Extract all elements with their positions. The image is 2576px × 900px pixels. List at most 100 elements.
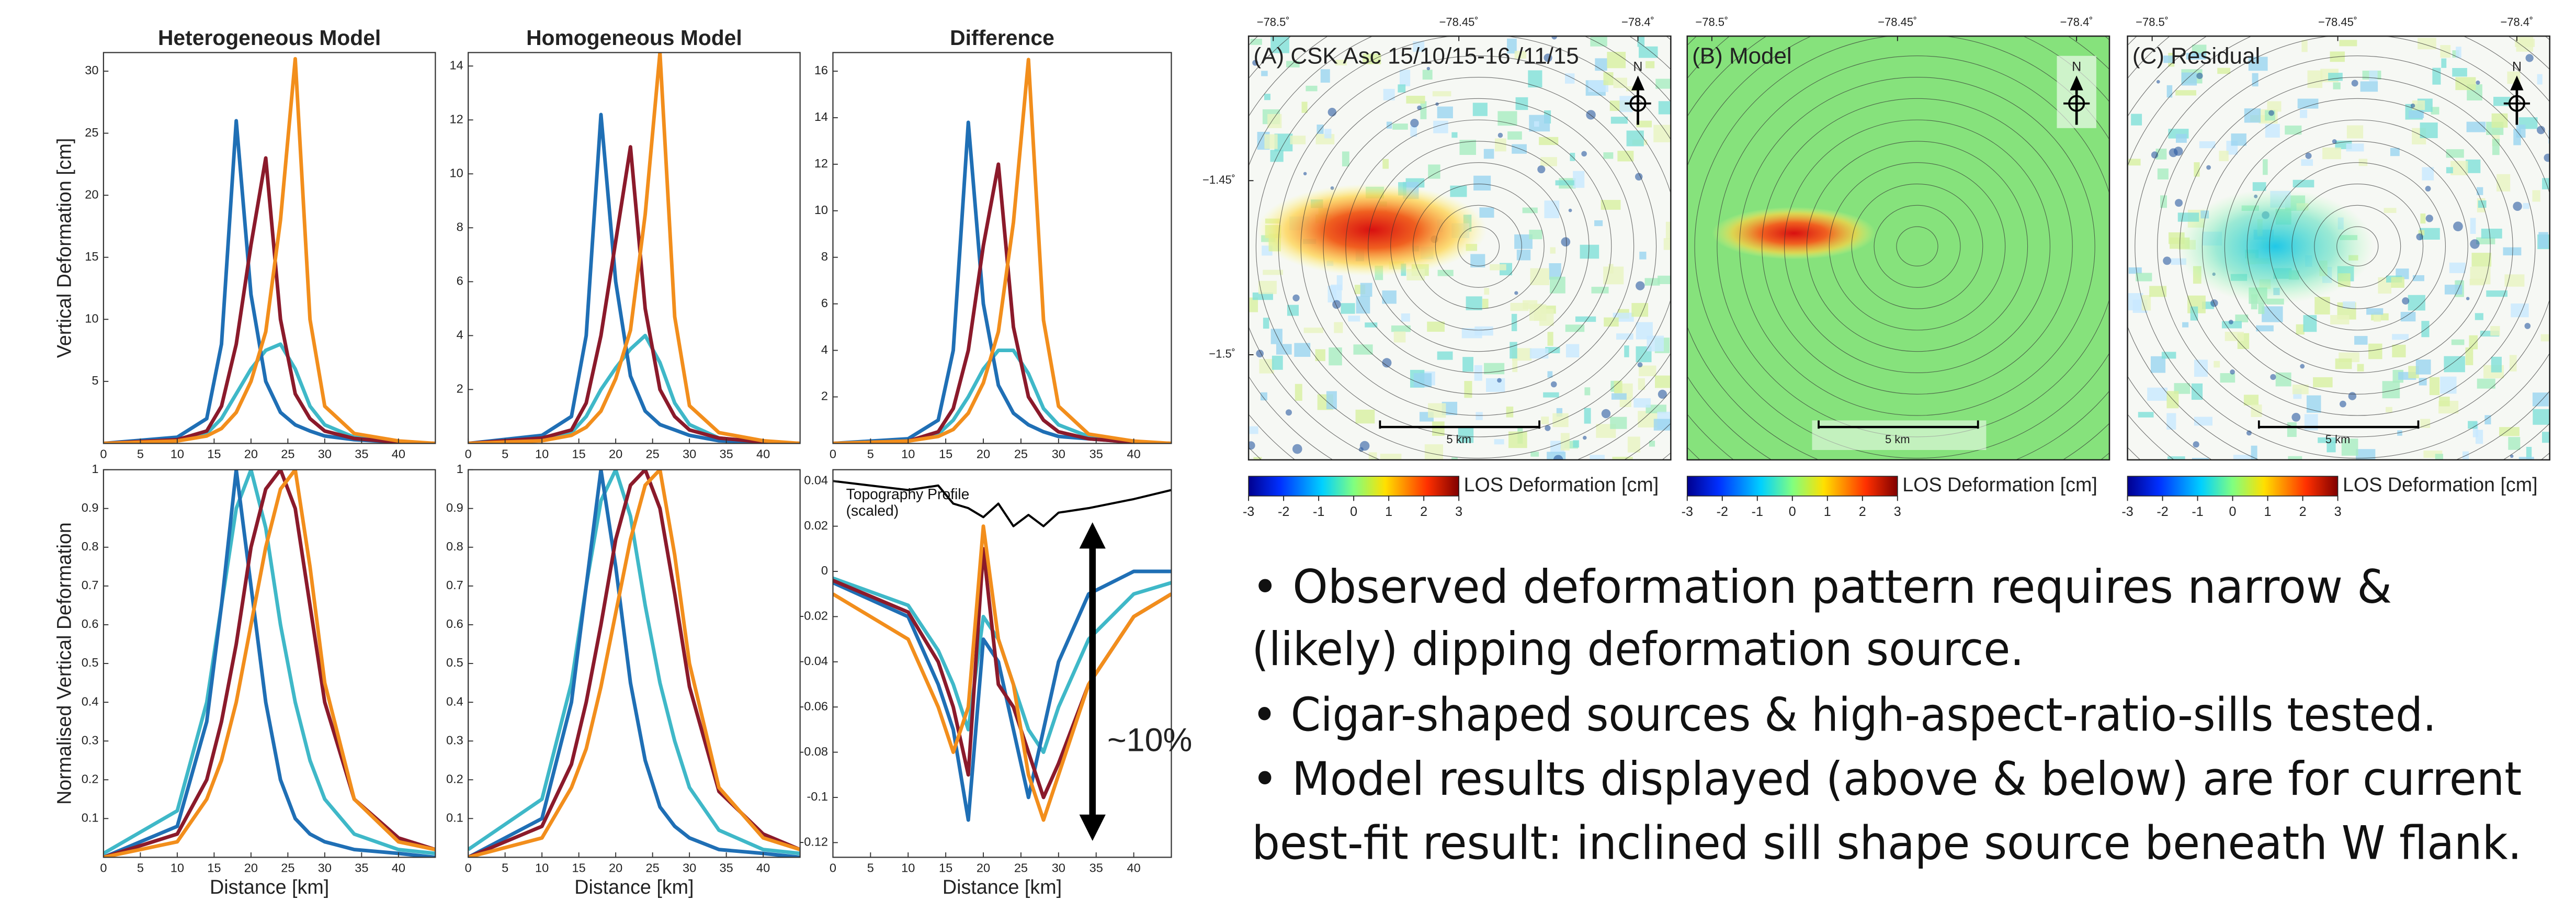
speckle — [1472, 103, 1488, 116]
scale-label: 5 km — [1446, 433, 1471, 446]
x-tick-label: 5 — [137, 447, 144, 461]
speckle — [1658, 101, 1671, 115]
speckle — [1264, 134, 1278, 149]
speckle — [1619, 397, 1631, 408]
speckle — [2330, 315, 2350, 325]
x-tick-label: 25 — [281, 861, 294, 875]
speckle-dark — [1537, 165, 1546, 174]
y-tick-label: 10 — [814, 203, 828, 217]
speckle-dark — [2453, 221, 2463, 232]
speckle — [1401, 313, 1410, 322]
x-tick-label: 25 — [646, 447, 660, 461]
speckle — [2449, 262, 2466, 273]
speckle-dark — [2151, 151, 2159, 159]
bullet-text: • Model results displayed (above & below… — [1252, 752, 2522, 806]
speckle — [1510, 342, 1517, 359]
speckle — [1315, 349, 1325, 362]
colorbar-tick-label: 3 — [1894, 504, 1901, 519]
speckle — [1584, 408, 1591, 424]
speckle-dark — [1410, 119, 1419, 128]
y-tick-label: 0.6 — [446, 617, 463, 631]
speckle — [1663, 238, 1671, 250]
speckle — [2163, 55, 2174, 63]
north-label: N — [1633, 59, 1642, 74]
speckle — [1530, 268, 1550, 285]
speckle — [1497, 111, 1517, 126]
speckle — [2293, 179, 2314, 188]
speckle — [1610, 417, 1627, 429]
x-tick-label: 10 — [901, 861, 915, 875]
speckle-dark — [2270, 374, 2276, 380]
lon-label: −78.5˚ — [1257, 16, 1290, 29]
speckle — [1530, 452, 1539, 457]
speckle-dark — [2466, 297, 2470, 300]
colorbar-tick-label: 3 — [1455, 504, 1462, 519]
map-title: (A) CSK Asc 15/10/15-16 /11/15 — [1254, 43, 1579, 69]
y-tick-label: 6 — [821, 296, 828, 310]
speckle — [1494, 138, 1506, 152]
speckle — [1249, 297, 1258, 312]
speckle — [1353, 344, 1373, 355]
speckle — [1547, 371, 1553, 378]
y-tick-label: 10 — [450, 166, 463, 179]
y-tick-label: 2 — [457, 382, 463, 396]
speckle — [2248, 57, 2268, 71]
contour — [1300, 76, 1657, 416]
x-tick-label: 40 — [756, 861, 770, 875]
speckle — [2258, 303, 2265, 314]
x-tick-label: 10 — [535, 447, 549, 461]
y-tick-label: 16 — [814, 63, 828, 77]
colorbar-tick-label: -2 — [1278, 504, 1289, 519]
speckle — [2468, 421, 2478, 429]
data-line — [468, 145, 800, 444]
data-line — [468, 469, 800, 856]
speckle — [1342, 151, 1349, 166]
speckle — [2199, 141, 2216, 149]
speckle — [1607, 52, 1626, 69]
speckle-dark — [1514, 291, 1518, 295]
y-tick-label: 0.4 — [82, 694, 99, 708]
x-tick-label: 30 — [1052, 861, 1065, 875]
speckle — [1544, 200, 1560, 218]
contour — [2224, 119, 2491, 374]
speckle — [2490, 326, 2500, 336]
speckle — [1270, 150, 1284, 162]
speckle — [1541, 417, 1549, 424]
contour — [1896, 226, 1938, 267]
speckle — [2220, 373, 2235, 383]
y-tick-label: 30 — [85, 63, 98, 77]
speckle — [2477, 378, 2495, 389]
speckle — [2301, 159, 2313, 166]
speckle-dark — [2524, 323, 2531, 329]
speckle — [1639, 252, 1647, 260]
colorbar-tick-label: 0 — [2229, 504, 2237, 519]
speckle — [1522, 207, 1538, 213]
y-tick-label: 0.4 — [446, 694, 463, 708]
y-tick-label: 0.3 — [82, 733, 99, 747]
speckle — [1482, 298, 1489, 309]
data-line — [833, 524, 1172, 822]
speckle — [2346, 125, 2364, 139]
speckle — [1267, 114, 1282, 128]
speckle — [2192, 458, 2209, 460]
speckle — [2456, 47, 2461, 58]
speckle — [1464, 381, 1472, 398]
speckle — [1514, 51, 1527, 59]
speckle — [1287, 305, 1299, 316]
speckle — [2526, 447, 2532, 460]
speckle — [2265, 123, 2280, 138]
speckle — [2318, 437, 2336, 443]
speckle — [2478, 200, 2487, 208]
speckle — [1422, 70, 1433, 80]
speckle — [1286, 61, 1300, 68]
scale-label: 5 km — [1885, 433, 1910, 446]
arrow-head — [1079, 814, 1106, 841]
colorbar-tick-label: -2 — [2157, 504, 2168, 519]
contour — [2157, 55, 2550, 437]
speckle — [1483, 149, 1494, 159]
speckle — [1550, 247, 1556, 254]
speckle — [1432, 91, 1451, 97]
speckle — [1252, 292, 1273, 300]
x-tick-label: 15 — [572, 861, 586, 875]
speckle-dark — [2537, 126, 2545, 134]
